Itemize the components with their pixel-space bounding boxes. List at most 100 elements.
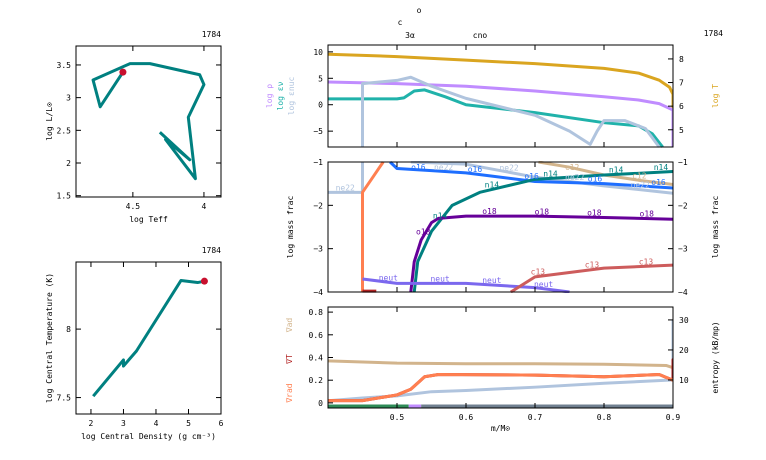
y-tick-label: −5 — [313, 127, 323, 136]
x-tick-label: 4.5 — [126, 202, 141, 211]
y2-tick-label: 7 — [679, 79, 684, 88]
series-label: c13 — [585, 261, 600, 270]
series-label: ne22 — [434, 163, 453, 172]
series-line-o18 — [409, 214, 673, 293]
model-number: 1784 — [202, 30, 221, 39]
y-axis-label: ∇rad — [285, 383, 294, 403]
y-axis-label: log L/L⊙ — [45, 102, 54, 141]
panel-profile-top: 10 5 0 −5 8 7 6 5 1784 log T log ρ log εν log εnuc — [265, 29, 723, 148]
series-label: c13 — [531, 267, 546, 276]
series-line-o16 — [389, 161, 673, 190]
x-tick-label: 2 — [89, 419, 94, 428]
x-axis-label: log Central Density (g cm⁻³) — [81, 432, 216, 441]
series-label: o18 — [640, 210, 655, 219]
series-label: neut — [430, 274, 449, 283]
series-line-ne22 — [410, 161, 673, 195]
plot-area — [91, 62, 206, 181]
model-number: 1784 — [704, 29, 723, 38]
plot-area — [328, 52, 673, 148]
y2-tick-label: 8 — [679, 55, 684, 64]
y-tick-label: 1.5 — [57, 192, 72, 201]
y-tick-label: −3 — [313, 245, 323, 254]
series-label: ne22 — [336, 183, 355, 192]
x-tick-label: 0.9 — [666, 413, 681, 422]
panel-profile-bottom: 0.5 0.6 0.7 0.8 0.9 0 0.2 0.4 0.6 0.8 10 20 30 m/M⊙ en… — [285, 306, 720, 433]
series-line-coral — [361, 161, 385, 292]
y-axis-label: ∇T — [285, 354, 294, 365]
current-model-marker — [119, 68, 127, 76]
series-label: o18 — [482, 207, 497, 216]
y-tick-label: −4 — [313, 288, 323, 297]
y2-tick-label: 30 — [679, 316, 689, 325]
y2-tick-label: −2 — [678, 201, 688, 210]
series-line-rad — [328, 373, 673, 403]
y2-tick-label: −3 — [678, 245, 688, 254]
x-tick-label: 4 — [202, 202, 207, 211]
series-label: neut — [379, 273, 398, 282]
series-label: n14 — [433, 212, 448, 221]
x-tick-label: 5 — [186, 419, 191, 428]
y-tick-label: 0.6 — [309, 331, 324, 340]
series-label: ne22 — [499, 163, 518, 172]
series-label: n14 — [485, 180, 500, 189]
y-axis-label: ∇ad — [285, 318, 294, 334]
y2-axis-label: log mass frac — [711, 196, 720, 259]
y-tick-label: 0 — [318, 399, 323, 408]
burning-zone-label: o — [417, 6, 422, 15]
burning-zone-label: cno — [473, 31, 488, 40]
model-number: 1784 — [202, 246, 221, 255]
y2-axis-label: log T — [711, 84, 720, 108]
series-label: ne22 — [565, 173, 584, 182]
y2-tick-label: 20 — [679, 346, 689, 355]
burning-zone-label: 3α — [405, 31, 415, 40]
series-line-lognuc — [361, 75, 661, 148]
series-label: c12 — [632, 171, 647, 180]
series-label: o18 — [587, 208, 602, 217]
x-tick-label: 6 — [219, 419, 224, 428]
plot-area — [328, 161, 673, 293]
y-tick-label: −2 — [313, 201, 323, 210]
y-tick-label: 8 — [66, 325, 71, 334]
series-label: o16 — [411, 163, 426, 172]
y-axis-label: log ρ — [265, 84, 274, 108]
series-line-c13 — [510, 263, 673, 293]
y2-tick-label: 5 — [679, 126, 684, 135]
series-label: neut — [534, 280, 553, 289]
series-label: n14 — [543, 169, 558, 178]
x-tick-label: 0.8 — [597, 413, 612, 422]
panel-center: 2 3 4 5 6 7.5 8 1784 log Central Density (g cm⁻³… — [45, 246, 224, 441]
plot-frame — [75, 45, 222, 198]
x-axis-label: log Teff — [129, 215, 168, 224]
y-axis-label: log Central Temperature (K) — [45, 273, 54, 403]
y-axis-label: log εnuc — [287, 77, 296, 116]
y-tick-label: 0.4 — [309, 354, 324, 363]
y-tick-label: 0.2 — [309, 376, 324, 385]
series-label: n14 — [654, 163, 669, 172]
panel-profile-mid: −1 −1 −2 −2 −3 −3 −4 −4 log mass frac log mass fr… — [286, 158, 720, 297]
x-tick-label: 0.6 — [459, 413, 474, 422]
y-axis-label: log εν — [276, 81, 285, 110]
x-axis-label: m/M⊙ — [491, 424, 510, 433]
y-tick-label: 0 — [318, 101, 323, 110]
series-label: o16 — [524, 172, 539, 181]
series-label: ne22 — [631, 181, 650, 190]
plot-frame — [327, 161, 674, 293]
plot-frame — [327, 44, 674, 148]
y2-tick-label: 6 — [679, 102, 684, 111]
series-label: o16 — [588, 174, 603, 183]
plot-frame — [327, 306, 674, 409]
x-tick-label: 0.7 — [528, 413, 543, 422]
series-label: o16 — [468, 165, 483, 174]
x-tick-label: 0.5 — [390, 413, 405, 422]
series-line-teal — [92, 278, 205, 398]
y-tick-label: 7.5 — [57, 394, 72, 403]
series-line-ad — [328, 359, 673, 370]
x-tick-label: 3 — [121, 419, 126, 428]
series-label: c13 — [639, 257, 654, 266]
series-label: o16 — [651, 178, 666, 187]
y-tick-label: 2 — [66, 159, 71, 168]
series-line-neut — [362, 277, 570, 293]
y2-tick-label: 10 — [679, 376, 689, 385]
